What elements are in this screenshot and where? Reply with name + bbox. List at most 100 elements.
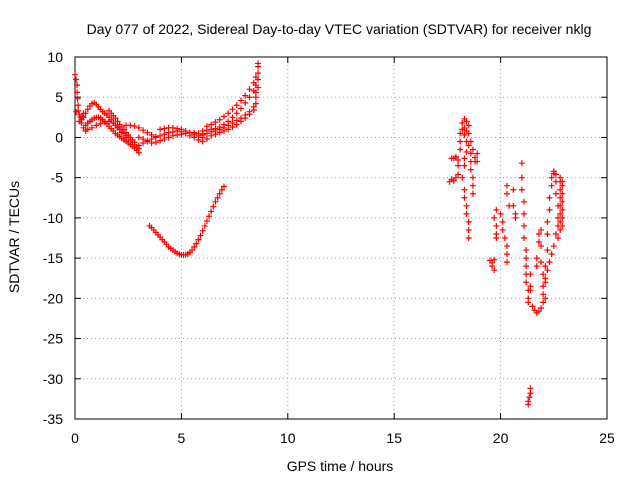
data-point xyxy=(216,129,223,136)
data-point xyxy=(220,121,227,128)
data-point xyxy=(557,218,564,225)
data-point xyxy=(523,247,530,254)
data-point xyxy=(212,131,219,138)
data-point xyxy=(459,119,466,126)
data-point xyxy=(523,279,530,286)
data-point xyxy=(182,128,189,135)
data-point xyxy=(203,123,210,130)
x-tick-label: 10 xyxy=(280,430,296,446)
data-point xyxy=(455,162,462,169)
data-point xyxy=(212,125,219,132)
data-point xyxy=(469,174,476,181)
data-point xyxy=(533,255,540,262)
data-point xyxy=(540,299,547,306)
data-point xyxy=(237,118,244,125)
data-point xyxy=(97,120,104,127)
x-tick-label: 25 xyxy=(599,430,615,446)
data-point xyxy=(229,123,236,130)
data-point xyxy=(557,186,564,193)
data-point xyxy=(101,119,108,126)
data-point xyxy=(233,121,240,128)
data-point xyxy=(89,124,96,131)
data-point xyxy=(557,210,564,217)
tick-marks xyxy=(74,56,608,420)
data-point xyxy=(135,124,142,131)
data-point xyxy=(557,194,564,201)
data-point xyxy=(208,208,215,215)
data-point xyxy=(465,235,472,241)
data-point xyxy=(220,113,227,120)
data-point xyxy=(450,177,457,184)
y-tick-label: -25 xyxy=(43,331,63,347)
data-point xyxy=(491,267,498,274)
data-point xyxy=(127,122,134,129)
data-point xyxy=(518,174,525,181)
data-point xyxy=(203,218,210,225)
data-point xyxy=(469,146,476,153)
x-tick-labels: 0 5 10 15 20 25 xyxy=(71,430,615,446)
data-point xyxy=(80,114,87,121)
data-point xyxy=(552,230,559,237)
data-point xyxy=(131,139,138,146)
data-points xyxy=(72,60,566,408)
data-point xyxy=(140,127,147,134)
data-point xyxy=(199,227,206,234)
data-point xyxy=(199,128,206,135)
data-point xyxy=(525,401,532,408)
y-tick-label: -15 xyxy=(43,250,63,266)
data-point xyxy=(72,71,78,78)
x-tick-label: 0 xyxy=(71,430,79,446)
data-point xyxy=(489,263,496,270)
data-point xyxy=(114,118,121,125)
data-point xyxy=(499,226,506,233)
data-point xyxy=(544,247,551,254)
data-point xyxy=(455,171,462,178)
data-point xyxy=(461,124,468,131)
data-point xyxy=(191,243,198,250)
data-point xyxy=(246,94,253,101)
data-point xyxy=(523,263,530,270)
data-point xyxy=(550,243,557,250)
data-point xyxy=(503,182,510,189)
data-point xyxy=(548,174,555,181)
data-point xyxy=(229,106,236,113)
data-point xyxy=(255,60,262,67)
data-point xyxy=(74,89,81,96)
data-point xyxy=(521,198,528,205)
data-point xyxy=(229,114,236,121)
data-point xyxy=(216,123,223,130)
data-point xyxy=(491,256,498,263)
y-tick-label: -10 xyxy=(43,210,63,226)
data-point xyxy=(461,162,468,169)
data-point xyxy=(144,138,151,145)
data-point xyxy=(557,174,564,181)
data-point xyxy=(73,108,80,115)
grid xyxy=(75,57,607,419)
data-point xyxy=(203,136,210,143)
data-point xyxy=(252,100,259,107)
data-point xyxy=(79,113,86,120)
data-point xyxy=(165,134,172,141)
chart-title: Day 077 of 2022, Sidereal Day-to-day VTE… xyxy=(87,21,592,37)
y-tick-label: -20 xyxy=(43,290,63,306)
data-point xyxy=(557,202,564,209)
data-point xyxy=(529,303,536,310)
data-point xyxy=(255,70,262,77)
data-point xyxy=(559,206,566,213)
data-point xyxy=(538,259,545,266)
data-point xyxy=(174,125,181,132)
data-point xyxy=(120,126,127,133)
data-point xyxy=(538,226,545,233)
data-point xyxy=(544,230,551,237)
plot-frame xyxy=(74,56,608,420)
data-point xyxy=(461,194,468,201)
data-point xyxy=(152,139,159,146)
data-point xyxy=(503,251,510,258)
data-point xyxy=(540,283,547,290)
data-point xyxy=(216,190,223,197)
data-point xyxy=(210,203,217,210)
data-point xyxy=(491,214,498,221)
data-point xyxy=(114,124,121,131)
data-point xyxy=(135,142,142,149)
data-point xyxy=(193,240,200,247)
